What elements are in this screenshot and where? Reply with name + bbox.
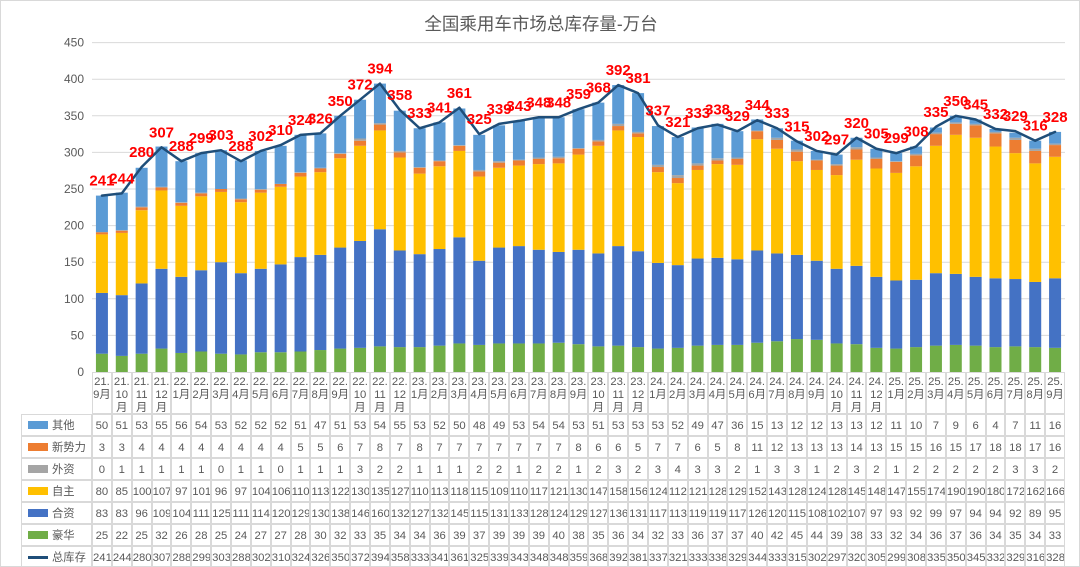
svg-text:100: 100 [64, 292, 84, 306]
svg-text:372: 372 [348, 77, 373, 94]
svg-text:394: 394 [367, 61, 393, 78]
svg-text:350: 350 [64, 109, 84, 123]
svg-text:361: 361 [447, 85, 472, 102]
svg-text:297: 297 [824, 132, 849, 149]
svg-text:244: 244 [109, 170, 135, 187]
svg-text:50: 50 [71, 328, 85, 342]
svg-text:308: 308 [904, 124, 929, 141]
svg-text:200: 200 [64, 219, 84, 233]
svg-text:350: 350 [328, 93, 353, 110]
svg-text:280: 280 [129, 144, 154, 161]
svg-text:341: 341 [427, 99, 452, 116]
svg-text:250: 250 [64, 182, 84, 196]
svg-text:400: 400 [64, 72, 84, 86]
svg-text:328: 328 [1043, 109, 1068, 126]
svg-text:300: 300 [64, 145, 84, 159]
svg-text:326: 326 [308, 110, 333, 127]
svg-text:368: 368 [586, 80, 611, 97]
svg-text:450: 450 [64, 36, 84, 50]
svg-text:150: 150 [64, 255, 84, 269]
svg-text:381: 381 [626, 70, 651, 87]
svg-text:358: 358 [387, 87, 412, 104]
